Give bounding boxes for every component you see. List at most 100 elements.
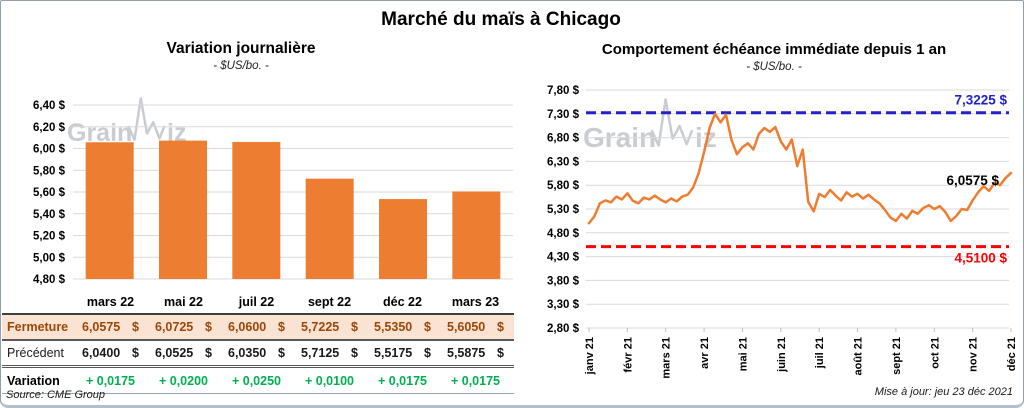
bar [305,178,354,279]
table-cell: + 0,0200 [158,373,208,388]
currency-sign: $ [278,346,285,360]
y-tick-label: 2,80 $ [547,323,580,335]
cell-value: 5,5350 [374,320,413,334]
y-tick-label: 5,40 $ [33,209,66,221]
table-cell: 5,5875 $ [439,346,512,360]
cell-value: 6,0575 [82,320,121,334]
currency-sign: $ [351,346,358,360]
y-tick-label: 4,30 $ [547,252,580,264]
x-tick-label: avr 21 [699,337,711,369]
column-header: juil 22 [238,294,275,309]
table-cell: 6,0350 $ [220,346,293,360]
cell-value: 6,0350 [228,346,267,360]
cell-value: 5,6050 [447,320,486,334]
table-row-precedent: Précédent 6,0400 $6,0525 $6,0350 $5,7125 $5,5… [2,341,514,368]
watermark-text: iz [167,119,186,147]
column-header: mars 22 [86,294,135,309]
currency-sign: $ [497,320,504,334]
page-title: Marché du maïs à Chicago [381,9,621,30]
column-header: mars 23 [451,294,500,309]
price-line [587,112,1013,225]
table-cell: + 0,0175 [85,373,135,388]
table-cell: + 0,0100 [304,373,354,388]
x-tick-label: août 21 [853,337,865,376]
currency-sign: $ [424,320,431,334]
table-cell: 6,0525 $ [147,346,220,360]
currency-sign: $ [278,320,285,334]
bar [85,142,134,279]
x-tick-label: oct 21 [929,337,941,369]
table-cell: 5,6050 $ [439,320,512,334]
row-label: Précédent [7,346,64,360]
row-label: Fermeture [7,320,69,334]
cell-value: 6,0525 [155,346,194,360]
source-note: Source: CME Group [6,389,106,401]
table-cell: 6,0400 $ [74,346,147,360]
y-tick-label: 6,80 $ [547,133,580,145]
table-cell: + 0,0175 [450,373,500,388]
y-tick-label: 7,80 $ [547,85,580,97]
y-tick-label: 5,60 $ [33,187,66,199]
y-tick-label: 5,80 $ [547,180,580,192]
table-cell: 5,5175 $ [366,346,439,360]
y-tick-label: 6,20 $ [33,122,66,134]
bar [159,140,207,279]
x-tick-label: janv 21 [584,337,596,375]
row-label: Variation [7,373,60,388]
currency-sign: $ [132,346,139,360]
table-cell: 6,0725 $ [147,320,220,334]
table-cell: + 0,0250 [231,373,281,388]
price-table: mars 22 mai 22 juil 22 sept 22 déc 22 mars 23… [2,290,514,394]
support-label: 4,5100 $ [954,251,1007,266]
cell-value: 6,0400 [82,346,121,360]
cell-value: 5,7125 [301,346,340,360]
front-month-line-chart: Grain iz7,80 $7,30 $6,80 $6,30 $5,80 $5,3… [547,85,1018,379]
y-tick-label: 5,20 $ [33,231,66,243]
x-tick-label: mars 21 [661,337,673,379]
column-header: sept 22 [307,294,352,309]
table-cell: 6,0600 $ [220,320,293,334]
x-tick-label: déc 21 [1006,337,1018,371]
bar [232,141,281,279]
watermark-zigzag-icon [127,97,166,141]
y-tick-label: 5,30 $ [547,204,580,216]
column-header: déc 22 [383,294,422,309]
watermark-zigzag-icon [650,98,694,147]
column-header: mai 22 [164,294,203,309]
currency-sign: $ [205,346,212,360]
table-row-variation: Variation + 0,0175 + 0,0200 + 0,0250 + 0,010… [2,368,514,394]
y-tick-label: 5,00 $ [33,252,66,264]
table-cell: + 0,0175 [377,373,427,388]
y-tick-label: 6,40 $ [33,100,66,112]
y-tick-label: 6,30 $ [547,156,580,168]
y-tick-label: 6,00 $ [33,144,66,156]
bar [379,199,427,279]
last-price-label: 6,0575 $ [946,173,999,188]
table-cell: 5,7225 $ [293,320,366,334]
resistance-label: 7,3225 $ [954,93,1007,108]
y-tick-label: 7,30 $ [547,109,580,121]
currency-sign: $ [351,320,358,334]
line-chart-subtitle: - $US/bo. - [746,61,802,73]
x-tick-label: févr 21 [622,337,634,372]
table-cell: 6,0575 $ [74,320,147,334]
daily-variation-bar-chart: Grain iz6,40 $6,20 $6,00 $5,80 $5,60 $5,4… [33,97,513,286]
x-tick-label: sept 21 [891,337,903,375]
bar-chart-subtitle: - $US/bo. - [213,60,269,72]
x-tick-label: juil 21 [814,337,826,369]
currency-sign: $ [132,320,139,334]
y-tick-label: 3,80 $ [547,275,580,287]
bar [452,191,501,279]
table-cell: 5,7125 $ [293,346,366,360]
table-cell: 5,5350 $ [366,320,439,334]
cell-value: 5,7225 [301,320,340,334]
table-row-months: mars 22 mai 22 juil 22 sept 22 déc 22 mars 23 [2,290,514,315]
cell-value: 5,5175 [374,346,413,360]
currency-sign: $ [497,346,504,360]
cell-value: 5,5875 [447,346,486,360]
currency-sign: $ [205,320,212,334]
update-note: Mise à jour: jeu 23 déc 2021 [874,386,1013,398]
y-tick-label: 3,30 $ [547,299,580,311]
y-tick-label: 4,80 $ [33,274,66,286]
cell-value: 6,0725 [155,320,194,334]
